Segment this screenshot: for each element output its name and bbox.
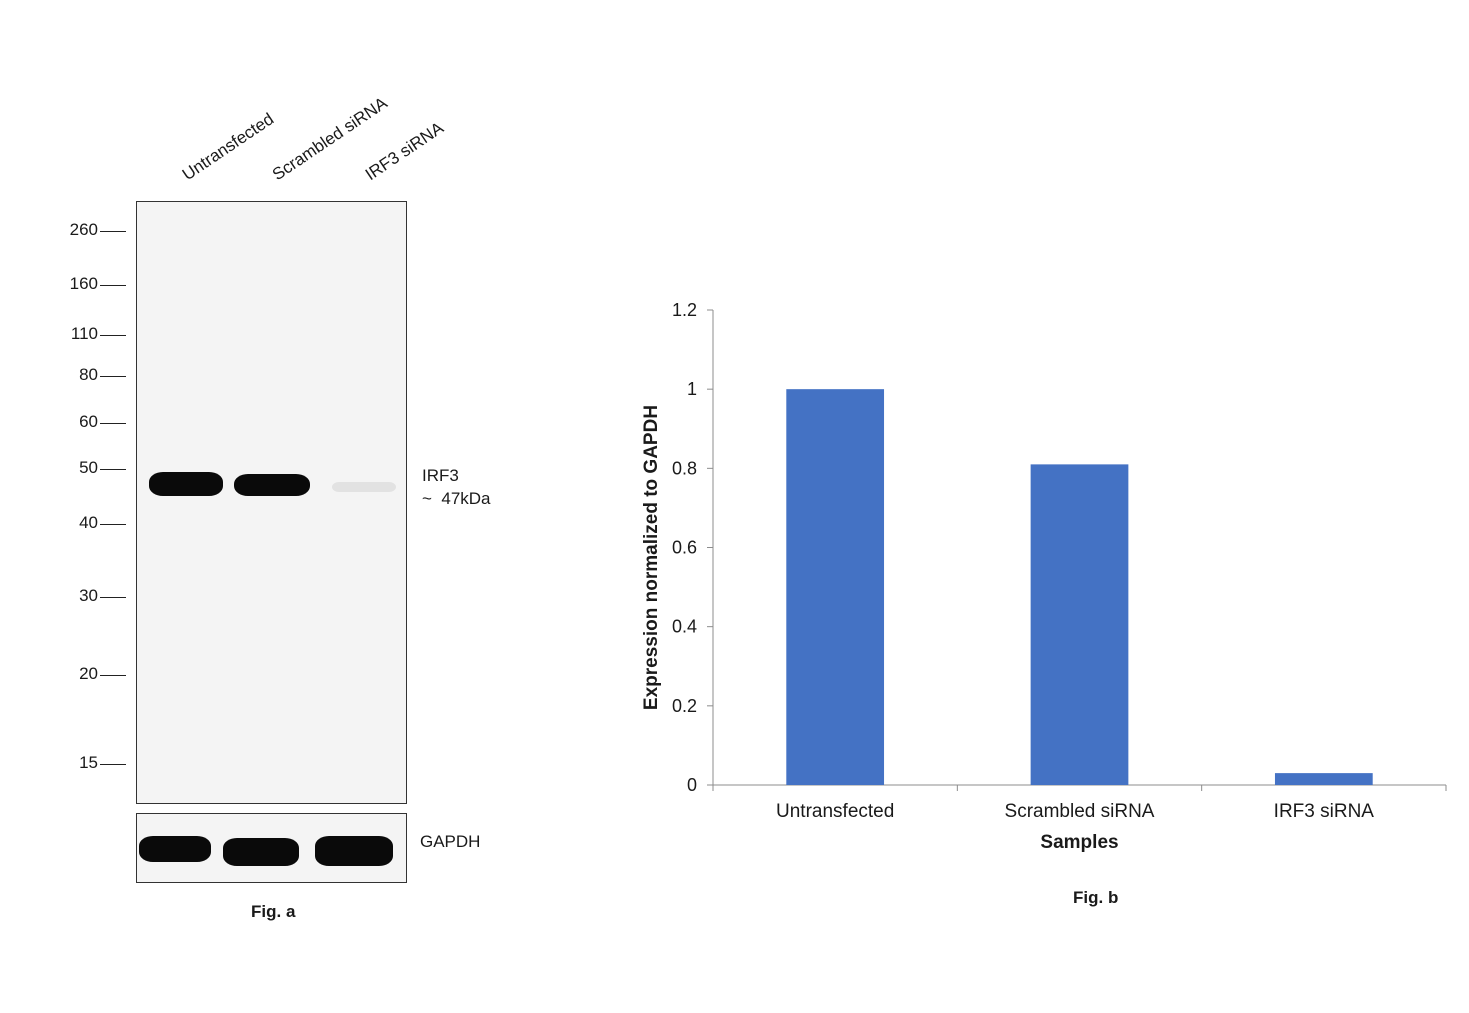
y-tick-label: 0.8: [672, 458, 697, 478]
y-tick-label: 0.6: [672, 538, 697, 558]
x-tick-label: Untransfected: [776, 801, 894, 822]
y-tick-label: 1: [687, 379, 697, 399]
x-tick-label: IRF3 siRNA: [1274, 801, 1375, 822]
gapdh-band-irf3-sirna: [315, 836, 393, 866]
band-untransfected: [149, 472, 223, 496]
y-axis-title: Expression normalized to GAPDH: [641, 405, 662, 710]
mw-marker-20: 20: [79, 664, 98, 683]
bar-irf3-sirna: [1274, 773, 1373, 785]
mw-tick: [100, 524, 126, 525]
chart-labels: 0 0.2 0.4 0.6 0.8 1 1.2 Untransfected Scrambled …: [641, 300, 1374, 853]
mw-tick: [100, 675, 126, 676]
mw-marker-110: 110: [70, 324, 98, 343]
mw-tick: [100, 764, 126, 765]
mw-marker-80: 80: [79, 365, 98, 384]
y-tick-label: 0: [687, 775, 697, 795]
mw-marker-40: 40: [79, 513, 98, 532]
mw-marker-30: 30: [79, 586, 98, 605]
mw-marker-50: 50: [79, 458, 98, 477]
mw-marker-15: 15: [79, 753, 98, 772]
gapdh-band-untransfected: [139, 836, 211, 862]
mw-marker-160: 160: [69, 274, 98, 293]
bar-scrambled-sirna: [1030, 464, 1129, 785]
target-size-label: ~ 47kDa: [422, 489, 491, 508]
mw-tick: [100, 376, 126, 377]
mw-tick: [100, 597, 126, 598]
x-tick-label: Scrambled siRNA: [1005, 801, 1155, 822]
bar-untransfected: [786, 389, 885, 785]
mw-tick: [100, 231, 126, 232]
mw-marker-60: 60: [79, 412, 98, 431]
blot-panel-irf3: [136, 201, 407, 804]
chart-bars: [786, 389, 1373, 785]
loading-control-label: GAPDH: [420, 832, 481, 851]
mw-tick: [100, 423, 126, 424]
band-scrambled-sirna: [234, 474, 310, 496]
fig-b-caption: Fig. b: [1073, 888, 1119, 907]
target-label: IRF3: [422, 466, 459, 485]
blot-panel-gapdh: [136, 813, 407, 883]
fig-a-caption: Fig. a: [251, 902, 296, 921]
mw-tick: [100, 285, 126, 286]
gapdh-band-scrambled-sirna: [223, 838, 299, 866]
y-tick-label: 0.2: [672, 696, 697, 716]
mw-tick: [100, 335, 126, 336]
mw-marker-260: 260: [69, 220, 98, 239]
y-tick-label: 1.2: [672, 300, 697, 320]
mw-tick: [100, 469, 126, 470]
band-irf3-sirna-faint: [332, 482, 396, 492]
x-axis-title: Samples: [1040, 832, 1118, 853]
y-tick-label: 0.4: [672, 617, 697, 637]
